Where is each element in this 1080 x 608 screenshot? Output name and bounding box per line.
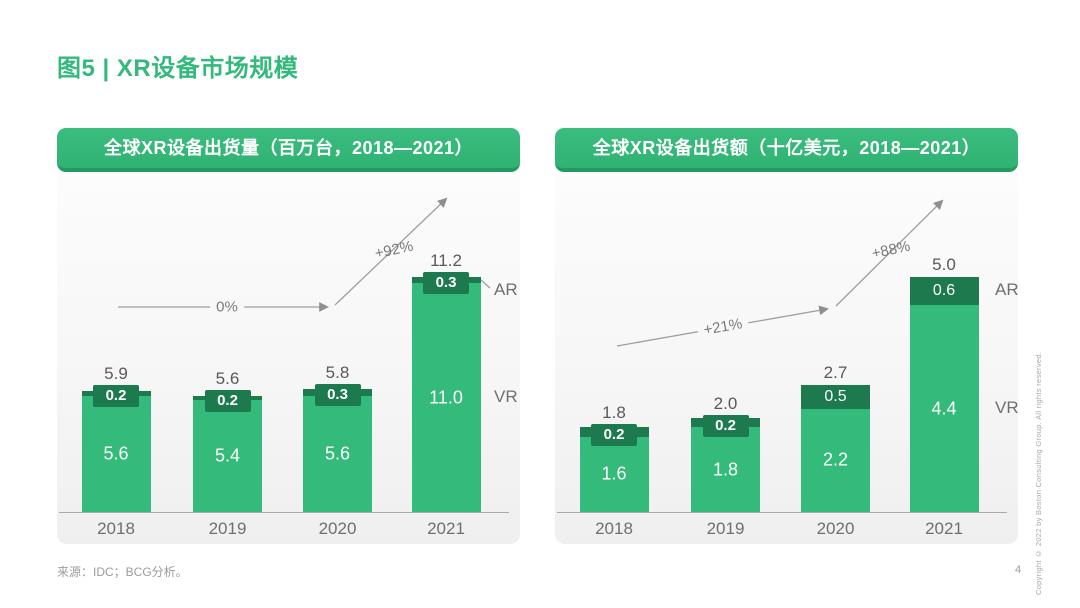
- growth-label-1: +88%: [870, 237, 912, 263]
- x-axis-line: [59, 512, 509, 513]
- page-number: 4: [1014, 564, 1022, 576]
- bar-2021: [909, 277, 979, 512]
- x-axis-label-2020: 2020: [318, 519, 357, 538]
- chart-plot-revenue: 1.6 0.2 1.8 2018 1.8 0.2 2.0 2019 2.2 0.5 2.7 2020 4…: [555, 128, 1019, 544]
- label-vr-value-2019: 5.4: [214, 445, 241, 466]
- chart-plot-shipments: 5.6 0.2 5.9 2018 5.4 0.2 5.6 2019 5.6 0.3 5.8 2020 1…: [57, 128, 520, 544]
- label-total-2019: 5.6: [215, 368, 240, 388]
- label-total-2021: 5.0: [932, 255, 956, 274]
- chart-title-shipments: 全球XR设备出货量（百万台，2018—2021）: [57, 128, 520, 172]
- legend-ar: AR: [494, 280, 518, 299]
- label-vr-value-2020: 2.2: [822, 449, 849, 470]
- label-total-2018: 1.8: [602, 403, 626, 423]
- label-vr-value-2018: 1.6: [601, 463, 627, 484]
- label-vr-value-2020: 5.6: [324, 443, 351, 464]
- growth-label-0: +21%: [696, 314, 750, 340]
- legend-vr: VR: [995, 398, 1019, 417]
- x-axis-label-2021: 2021: [427, 519, 465, 538]
- legend-vr: VR: [494, 387, 518, 406]
- bar-2020: [801, 385, 870, 512]
- label-vr-value-2021: 11.0: [429, 387, 463, 408]
- label-total-2020: 2.7: [823, 363, 848, 383]
- x-axis-label-2020: 2020: [816, 519, 855, 538]
- copyright-vertical: Copyright © 2022 by Boston Consulting Gr…: [1034, 351, 1043, 595]
- x-axis-label-2018: 2018: [595, 519, 633, 538]
- x-axis-label-2021: 2021: [925, 519, 963, 538]
- label-ar-value-2018: 0.2: [93, 385, 139, 408]
- label-ar-value-2020: 0.5: [824, 387, 847, 405]
- x-axis-label-2019: 2019: [706, 519, 745, 538]
- bar-2019: [193, 395, 262, 512]
- label-total-2019: 2.0: [713, 393, 738, 413]
- chart-panel-revenue: 全球XR设备出货额（十亿美元，2018—2021） 1.6 0.2 1.8 2018 1…: [555, 128, 1019, 544]
- legend-ar: AR: [995, 280, 1019, 299]
- label-ar-value-2021: 0.3: [423, 272, 469, 295]
- page-title: 图5 | XR设备市场规模: [57, 55, 299, 82]
- label-ar-value-2020: 0.3: [314, 384, 361, 407]
- label-total-2020: 5.8: [325, 363, 350, 383]
- legend-connector-line: [480, 279, 491, 289]
- chart-panel-shipments: 全球XR设备出货量（百万台，2018—2021） 5.6 0.2 5.9 2018 5.…: [57, 128, 520, 544]
- bar-2018: [81, 391, 151, 512]
- growth-label-0: 0%: [210, 298, 244, 316]
- label-ar-value-2019: 0.2: [702, 414, 749, 437]
- label-vr-value-2021: 4.4: [931, 398, 957, 419]
- label-ar-value-2019: 0.2: [204, 389, 251, 412]
- label-vr-value-2018: 5.6: [103, 443, 129, 464]
- label-ar-value-2018: 0.2: [591, 424, 637, 447]
- growth-label-1: +92%: [373, 237, 415, 263]
- bar-segment-ar-2020: [801, 385, 870, 409]
- label-total-2021: 11.2: [430, 251, 462, 271]
- x-axis-label-2018: 2018: [97, 519, 135, 538]
- label-total-2018: 5.9: [104, 364, 128, 384]
- label-vr-value-2019: 1.8: [712, 459, 739, 480]
- chart-title-revenue: 全球XR设备出货额（十亿美元，2018—2021）: [555, 128, 1018, 172]
- label-ar-value-2021: 0.6: [932, 282, 956, 300]
- x-axis-label-2019: 2019: [208, 519, 247, 538]
- source-note: 来源：IDC；BCG分析。: [57, 565, 188, 579]
- x-axis-line: [557, 512, 1007, 513]
